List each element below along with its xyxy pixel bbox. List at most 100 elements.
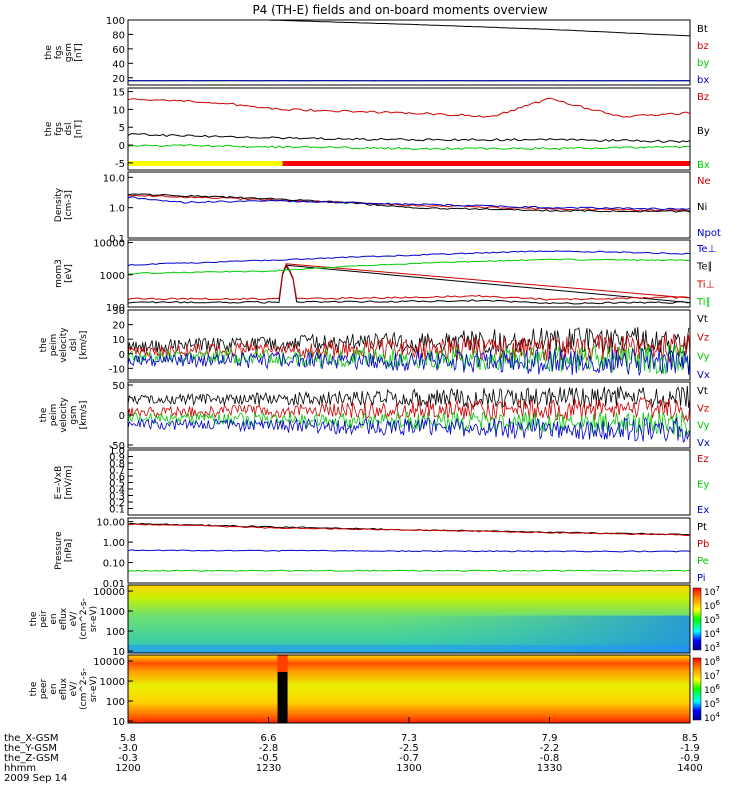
- series-Vt: [127, 326, 691, 355]
- colorbar-tick-label: 104: [704, 711, 720, 724]
- ephemeris-value: 8.5: [682, 733, 698, 744]
- panel-efield: Ez Ey Ex 0.10.20.30.40.50.60.70.80.91.0 E=-V…: [54, 446, 709, 516]
- ephemeris-value: -2.8: [259, 743, 279, 754]
- panel-fgs_dsl: Bz By Bx -5 0 5 10 15 the fgs dsl [nT]: [44, 87, 710, 171]
- y-tick-label: 40: [112, 59, 125, 70]
- ephemeris-value: -0.8: [540, 753, 560, 764]
- spectrogram-image: [128, 655, 690, 723]
- y-axis-label: peim: [49, 334, 59, 357]
- colorbar-tick-label: 105: [704, 613, 720, 626]
- y-tick-label: 100: [106, 16, 125, 27]
- y-axis-label: [nPa]: [64, 539, 74, 562]
- y-tick-label: -50: [109, 441, 125, 452]
- y-axis-label: the: [29, 681, 39, 696]
- spectrogram-data-gap: [277, 655, 288, 723]
- panel-peim_velocity_gsm: Vt Vz Vy Vx -50 0 50 the peim velocity gsm [km/s]: [39, 381, 710, 452]
- y-axis-label: mom3: [54, 259, 64, 288]
- y-axis-label: the: [44, 121, 54, 136]
- y-tick-label: 10000: [93, 239, 125, 250]
- y-axis-label: dsl: [64, 123, 74, 136]
- y-tick-label: 10: [112, 335, 125, 346]
- y-axis-label: fgs: [54, 45, 64, 59]
- series-Npot: [127, 196, 691, 211]
- ephemeris-value: -1.9: [680, 743, 700, 754]
- ephemeris-value: 1300: [396, 763, 421, 774]
- y-axis-label: sr-eV): [89, 606, 99, 632]
- y-tick-label: 0.1: [109, 505, 125, 516]
- legend-Bz: Bz: [697, 92, 709, 103]
- y-axis-label: [eV]: [64, 264, 74, 283]
- y-axis-label: eflux: [59, 677, 69, 700]
- y-axis-label: [nT]: [74, 43, 84, 61]
- y-axis-label: [nT]: [74, 120, 84, 138]
- series-Pe: [127, 569, 691, 572]
- colorbar-tick-label: 104: [704, 627, 720, 640]
- y-axis-label: fgs: [54, 122, 64, 136]
- y-axis-label: [mV/m]: [64, 466, 74, 500]
- spectrogram-gap-top: [277, 655, 288, 672]
- ephemeris-value: -3.0: [118, 743, 138, 754]
- series-Vt: [127, 385, 691, 409]
- series-Pi: [127, 549, 691, 553]
- y-tick-label: 0: [119, 350, 125, 361]
- y-tick-label: 10: [112, 717, 125, 728]
- ephemeris-value: -0.7: [399, 753, 419, 764]
- y-axis-label: dsl: [69, 339, 79, 352]
- y-tick-label: 0: [119, 411, 125, 422]
- y-tick-label: 100: [106, 697, 125, 708]
- y-axis-label: en: [49, 683, 59, 694]
- panel-frame: [127, 449, 691, 516]
- ephemeris-value: 1330: [537, 763, 562, 774]
- series-Ti∥: [127, 258, 691, 275]
- y-tick-label: 1000: [100, 677, 125, 688]
- legend-Ez: Ez: [697, 454, 709, 465]
- y-axis-label: [cm-3]: [64, 190, 74, 220]
- y-axis-label: peim: [49, 404, 59, 427]
- ephemeris-value: 1400: [677, 763, 702, 774]
- legend-Npot: Npot: [697, 228, 721, 239]
- series-Ni: [127, 193, 691, 213]
- y-tick-label: 10000: [93, 657, 125, 668]
- series-Vx: [127, 347, 691, 376]
- date-label: 2009 Sep 14: [4, 773, 67, 784]
- panel-frame: [127, 584, 691, 654]
- y-axis-label: [km/s]: [79, 401, 89, 430]
- y-tick-label: 0.01: [103, 579, 125, 590]
- series-By: [127, 133, 691, 143]
- series-Vz: [127, 396, 691, 423]
- y-tick-label: 0.2: [109, 498, 125, 509]
- legend-Bt: Bt: [697, 24, 708, 35]
- colorbar-tick-label: 103: [704, 641, 720, 654]
- y-axis-label: velocity: [59, 397, 69, 433]
- ephemeris-value: 7.9: [542, 733, 558, 744]
- y-axis-label: the: [29, 611, 39, 626]
- y-tick-label: 10: [112, 647, 125, 658]
- y-axis-label: the: [39, 337, 49, 352]
- legend-bx: bx: [697, 75, 709, 86]
- y-tick-label: 5: [119, 123, 125, 134]
- legend-Te⊥: Te⊥: [696, 244, 716, 255]
- series-Vx: [127, 417, 691, 444]
- legend-Ni: Ni: [697, 202, 707, 213]
- y-tick-label: 1.0: [109, 446, 125, 457]
- y-axis-label: en: [49, 613, 59, 624]
- y-tick-label: 20: [112, 321, 125, 332]
- y-tick-label: 80: [112, 30, 125, 41]
- series-Te∥: [127, 264, 691, 305]
- y-tick-label: 10.0: [103, 173, 125, 184]
- panel-density: Ne Ni Npot 0.1 1.0 10.0 Density [cm-3]: [54, 171, 721, 245]
- y-axis-label: sr-eV): [89, 676, 99, 702]
- y-tick-label: 0.9: [109, 453, 125, 464]
- y-axis-label: the: [39, 407, 49, 422]
- ephemeris-value: -0.3: [118, 753, 138, 764]
- legend-Bx: Bx: [697, 160, 710, 171]
- legend-Te∥: Te∥: [696, 262, 713, 273]
- ephemeris-value: 1200: [115, 763, 140, 774]
- quality-bar-left: [128, 161, 283, 166]
- y-axis-label: E=-VxB: [54, 466, 64, 500]
- panel-pressure: Pt Pb Pe Pi 0.01 0.10 1.00 10.00 Pressure [nPa]: [54, 517, 709, 590]
- panel-frame: [127, 309, 691, 381]
- y-axis-label: the: [44, 45, 54, 60]
- colorbar-tick-label: 105: [704, 697, 720, 710]
